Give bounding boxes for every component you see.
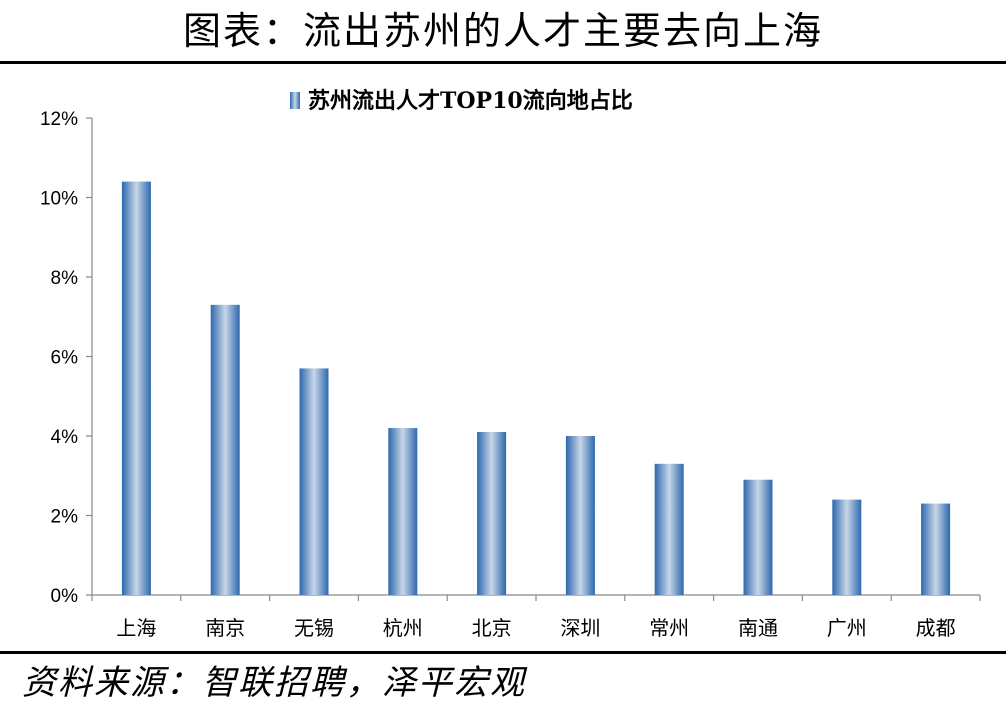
x-tick-label: 深圳 — [560, 616, 600, 640]
x-tick-label: 杭州 — [383, 616, 423, 640]
y-tick-label: 6% — [51, 348, 79, 369]
source-divider — [0, 651, 1006, 654]
chart-legend: 苏州流出人才TOP10流向地占比 — [290, 88, 633, 114]
x-tick-label: 成都 — [916, 616, 956, 640]
legend-label: 苏州流出人才TOP10流向地占比 — [308, 88, 633, 114]
bar-series — [121, 181, 951, 595]
y-tick-label: 2% — [51, 507, 79, 528]
bar — [654, 463, 684, 595]
y-tick-label: 4% — [51, 427, 79, 448]
x-tick-label: 北京 — [472, 616, 512, 640]
bar — [477, 432, 507, 595]
source-note: 资料来源：智联招聘，泽平宏观 — [22, 663, 526, 703]
x-tick-label: 南京 — [205, 616, 245, 640]
bar — [921, 503, 951, 595]
y-axis: 0% 2% 4% 6% 8% 10% 12% — [40, 109, 93, 607]
y-tick-label: 8% — [51, 268, 79, 289]
bar — [832, 499, 862, 595]
page-title: 图表：流出苏州的人才主要去向上海 — [182, 9, 823, 53]
legend-swatch — [290, 92, 300, 109]
title-divider — [0, 61, 1006, 64]
bar — [565, 436, 595, 595]
bar — [210, 304, 240, 595]
x-axis: 上海 南京 无锡 杭州 北京 深圳 常州 南通 广州 成都 — [91, 594, 981, 640]
y-tick-label: 12% — [40, 109, 78, 130]
bar — [299, 368, 329, 595]
y-tick-label: 10% — [40, 189, 78, 210]
bar — [121, 181, 151, 595]
x-tick-label: 南通 — [738, 616, 778, 640]
y-tick-label: 0% — [51, 586, 79, 607]
bar — [388, 428, 418, 595]
x-tick-label: 广州 — [827, 616, 867, 640]
x-tick-label: 上海 — [116, 616, 156, 640]
x-tick-label: 无锡 — [294, 616, 334, 640]
x-tick-label: 常州 — [649, 616, 689, 640]
bar — [743, 479, 773, 595]
